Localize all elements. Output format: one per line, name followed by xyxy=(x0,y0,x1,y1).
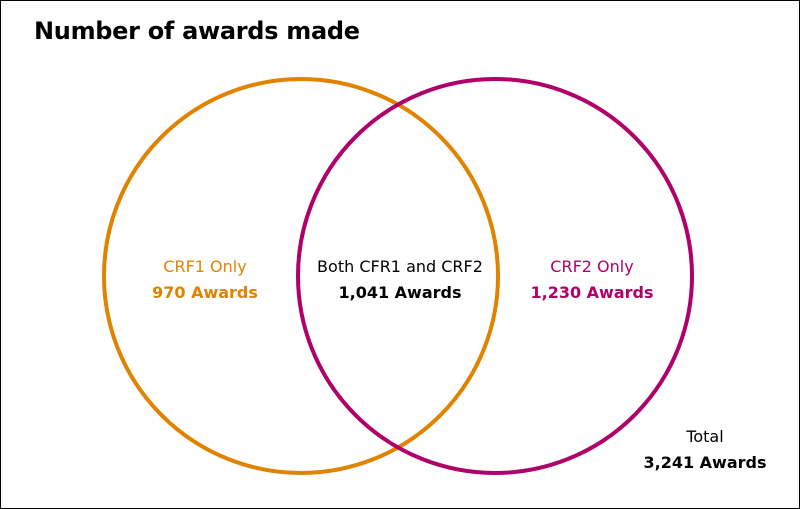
crf1-circle xyxy=(102,77,500,475)
total-label-group: Total 3,241 Awards xyxy=(600,424,800,476)
both-value: 1,041 Awards xyxy=(338,283,462,302)
crf2-only-value: 1,230 Awards xyxy=(530,283,654,302)
total-value: 3,241 Awards xyxy=(643,453,767,472)
crf2-only-label-group: CRF2 Only 1,230 Awards xyxy=(492,254,692,306)
total-label: Total xyxy=(686,427,724,446)
crf2-circle xyxy=(296,77,694,475)
both-label: Both CFR1 and CRF2 xyxy=(317,257,483,276)
crf1-only-value: 970 Awards xyxy=(152,283,258,302)
crf1-only-label: CRF1 Only xyxy=(163,257,247,276)
crf1-only-label-group: CRF1 Only 970 Awards xyxy=(105,254,305,306)
both-label-group: Both CFR1 and CRF2 1,041 Awards xyxy=(300,254,500,306)
diagram-title: Number of awards made xyxy=(34,17,360,45)
crf2-only-label: CRF2 Only xyxy=(550,257,634,276)
